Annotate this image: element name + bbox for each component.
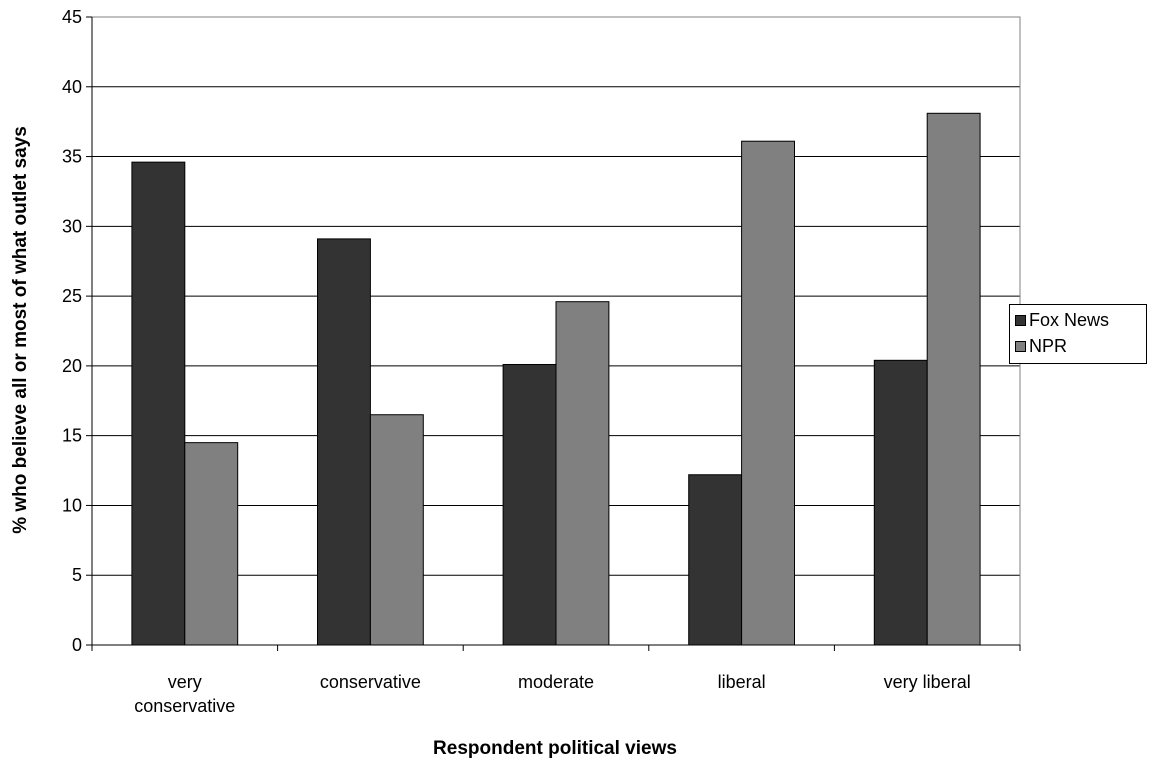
bar-npr-moderate	[555, 301, 610, 646]
legend-swatch-fox-news	[1015, 314, 1026, 326]
y-tick-label: 30	[62, 216, 82, 236]
x-axis-ticks: very conservative conservative moderate libe…	[91, 645, 1021, 716]
legend: Fox News NPR	[1009, 304, 1147, 364]
y-tick-label: 10	[62, 495, 82, 515]
legend-item-fox-news: Fox News	[1015, 308, 1109, 332]
y-axis-title: % who believe all or most of what outlet…	[10, 126, 31, 534]
y-tick-label: 0	[72, 635, 82, 655]
y-axis-ticks: 0 5 10 15 20 25 30 35 40 45	[62, 7, 92, 655]
bars	[131, 112, 981, 646]
y-tick-label: 5	[72, 565, 82, 585]
legend-label-npr: NPR	[1029, 335, 1068, 356]
legend-label-fox-news: Fox News	[1029, 309, 1110, 330]
legend-item-npr: NPR	[1015, 334, 1067, 358]
x-tick-label-conservative: conservative	[320, 672, 421, 692]
y-tick-label: 25	[62, 286, 82, 306]
bar-npr-conservative	[369, 414, 424, 646]
bar-fox-news-conservative	[317, 238, 371, 646]
y-tick-label: 45	[62, 7, 82, 27]
x-tick-label-liberal: liberal	[718, 672, 766, 692]
bar-npr-liberal	[741, 140, 795, 646]
bar-fox-news-liberal	[688, 474, 743, 646]
bar-npr-very-conservative	[184, 442, 239, 646]
bar-npr-very-liberal	[926, 112, 981, 646]
y-tick-label: 35	[62, 147, 82, 167]
bar-fox-news-moderate	[502, 363, 557, 646]
x-tick-label-very-liberal: very liberal	[884, 672, 971, 692]
x-axis-title: Respondent political views	[433, 738, 677, 759]
bar-fox-news-very-conservative	[131, 161, 186, 646]
y-tick-label: 15	[62, 426, 82, 446]
y-tick-label: 40	[62, 77, 82, 97]
legend-swatch-npr	[1015, 340, 1026, 352]
x-tick-label-moderate: moderate	[518, 672, 594, 692]
bar-fox-news-very-liberal	[873, 359, 928, 646]
y-tick-label: 20	[62, 356, 82, 376]
x-tick-label-very-conservative: very conservative	[134, 672, 235, 716]
